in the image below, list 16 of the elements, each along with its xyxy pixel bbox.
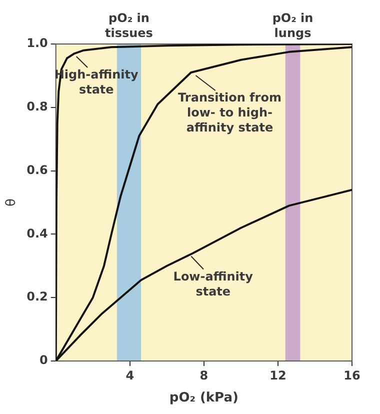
y-tick-label: 1.0 <box>26 36 48 50</box>
x-axis-title: pO₂ (kPa) <box>169 390 238 406</box>
y-tick-label: 0.4 <box>26 226 48 240</box>
y-axis-title: θ <box>4 198 20 206</box>
band-label: pO₂ in lungs <box>272 11 314 40</box>
x-tick-label: 12 <box>270 368 286 382</box>
band-label: pO₂ in tissues <box>104 11 153 40</box>
y-tick-label: 0 <box>40 353 48 368</box>
x-tick-label: 4 <box>126 368 134 382</box>
y-tick-label: 0.2 <box>26 290 48 304</box>
y-tick-label: 0.8 <box>26 100 48 114</box>
annotation: Transition from low- to high- affinity state <box>178 90 282 135</box>
y-tick-label: 0.6 <box>26 162 48 177</box>
annotation: Low-affinity state <box>173 269 254 298</box>
x-tick-label: 16 <box>344 368 360 382</box>
x-tick-label: 8 <box>200 368 208 382</box>
